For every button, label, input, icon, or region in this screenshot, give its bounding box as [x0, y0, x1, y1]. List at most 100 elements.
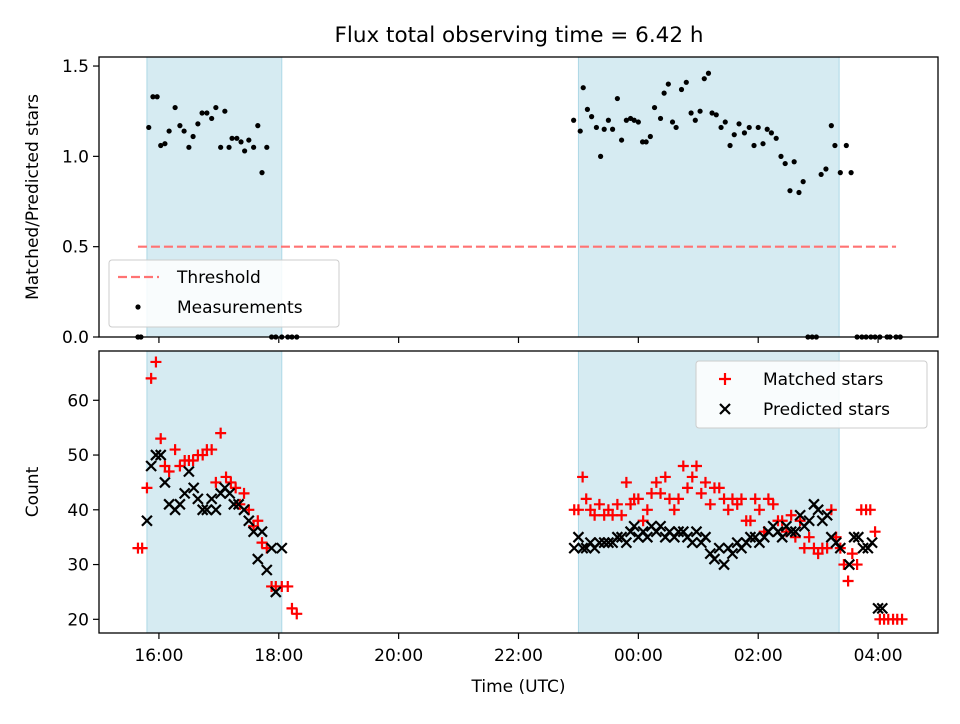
predicted-point	[866, 536, 878, 549]
matched-point	[838, 559, 850, 571]
predicted-point	[210, 504, 222, 516]
legend-label-threshold: Threshold	[176, 268, 261, 288]
chart-title: Flux total observing time = 6.42 h	[335, 23, 704, 48]
matched-point	[206, 444, 218, 456]
measurement-point	[796, 189, 802, 196]
measurement-point	[218, 144, 224, 150]
matched-point	[846, 548, 858, 560]
predicted-point	[686, 536, 699, 549]
measurement-point	[701, 76, 707, 82]
measurement-point	[778, 153, 784, 159]
predicted-point	[150, 449, 162, 461]
matched-point	[637, 515, 649, 527]
predicted-point	[812, 504, 824, 516]
legend: Threshold Measurements	[108, 259, 340, 328]
matched-point	[252, 515, 264, 527]
y-tick-label: 1.5	[62, 57, 89, 77]
predicted-point	[872, 602, 884, 615]
measurement-point	[751, 142, 757, 149]
matched-point	[677, 460, 689, 472]
predicted-point	[159, 476, 171, 489]
matched-point	[851, 559, 863, 571]
legend-measurement-swatch	[135, 304, 141, 310]
x-tick-label: 20:00	[374, 646, 423, 666]
measurement-point	[584, 106, 591, 112]
matched-point	[690, 460, 702, 472]
predicted-point	[803, 514, 815, 527]
predicted-point	[145, 460, 157, 472]
matched-point	[169, 444, 181, 456]
measurement-point	[688, 110, 694, 116]
matched-point	[753, 504, 765, 516]
matched-point	[641, 504, 653, 516]
predicted-point	[568, 542, 581, 554]
predicted-point	[174, 498, 186, 511]
series-predicted-stars	[141, 449, 889, 615]
matched-point	[668, 504, 680, 516]
predicted-point	[654, 520, 667, 533]
predicted-point	[620, 536, 633, 549]
matched-point	[803, 531, 815, 543]
measurement-point	[673, 124, 679, 131]
measurement-point	[709, 110, 715, 116]
matched-point	[174, 460, 186, 472]
predicted-point	[843, 558, 856, 571]
predicted-point	[576, 542, 589, 554]
measurement-point	[190, 133, 196, 140]
measurement-point	[746, 124, 752, 131]
matched-point	[187, 455, 199, 467]
measurement-point	[623, 117, 629, 123]
measurement-point	[773, 135, 779, 141]
matched-point	[896, 613, 908, 625]
predicted-point	[196, 504, 209, 516]
measurement-point	[639, 139, 646, 145]
matched-point	[616, 509, 628, 521]
measurement-point	[614, 95, 620, 102]
matched-point	[695, 487, 707, 499]
matched-point	[686, 471, 698, 483]
measurement-point	[598, 153, 604, 159]
matched-point	[577, 471, 589, 483]
measurement-point	[661, 90, 667, 96]
matched-point	[593, 498, 605, 510]
measurement-point	[755, 124, 761, 131]
predicted-point	[821, 509, 833, 522]
matched-point	[744, 515, 756, 527]
measurement-point	[787, 188, 793, 194]
measurement-point	[651, 104, 658, 111]
measurement-point	[226, 144, 232, 150]
measurement-point	[609, 126, 616, 132]
matched-point	[699, 476, 711, 488]
measurement-point	[158, 142, 164, 149]
measurement-point	[718, 124, 724, 131]
predicted-point	[611, 531, 624, 543]
count-panel: 20 30 40 50 60 16:00 18:00 20:00 22:00 00:00 02:00…	[23, 350, 939, 697]
y-axis-label: Matched/Predicted stars	[23, 94, 43, 300]
measurement-point	[251, 144, 257, 150]
legend-predicted-swatch	[719, 403, 731, 415]
measurement-point	[618, 137, 625, 143]
matched-point	[722, 504, 734, 516]
predicted-point	[834, 542, 847, 554]
y-tick-label: 20	[67, 610, 89, 630]
predicted-point	[852, 531, 865, 543]
predicted-point	[261, 564, 273, 576]
measurement-point	[837, 170, 843, 176]
observing-span	[146, 350, 283, 634]
predicted-point	[238, 504, 250, 516]
predicted-point	[628, 520, 640, 533]
predicted-point	[270, 586, 282, 598]
matched-point	[589, 509, 601, 521]
measurement-point	[204, 110, 210, 116]
measurement-point	[678, 86, 685, 93]
matched-point	[291, 608, 303, 620]
predicted-point	[624, 525, 637, 538]
matched-point	[282, 580, 294, 592]
matched-point	[767, 498, 779, 510]
matched-point	[256, 537, 268, 549]
predicted-point	[718, 558, 730, 571]
measurement-point	[162, 141, 168, 147]
matched-point	[150, 356, 162, 368]
matched-point	[704, 498, 716, 510]
